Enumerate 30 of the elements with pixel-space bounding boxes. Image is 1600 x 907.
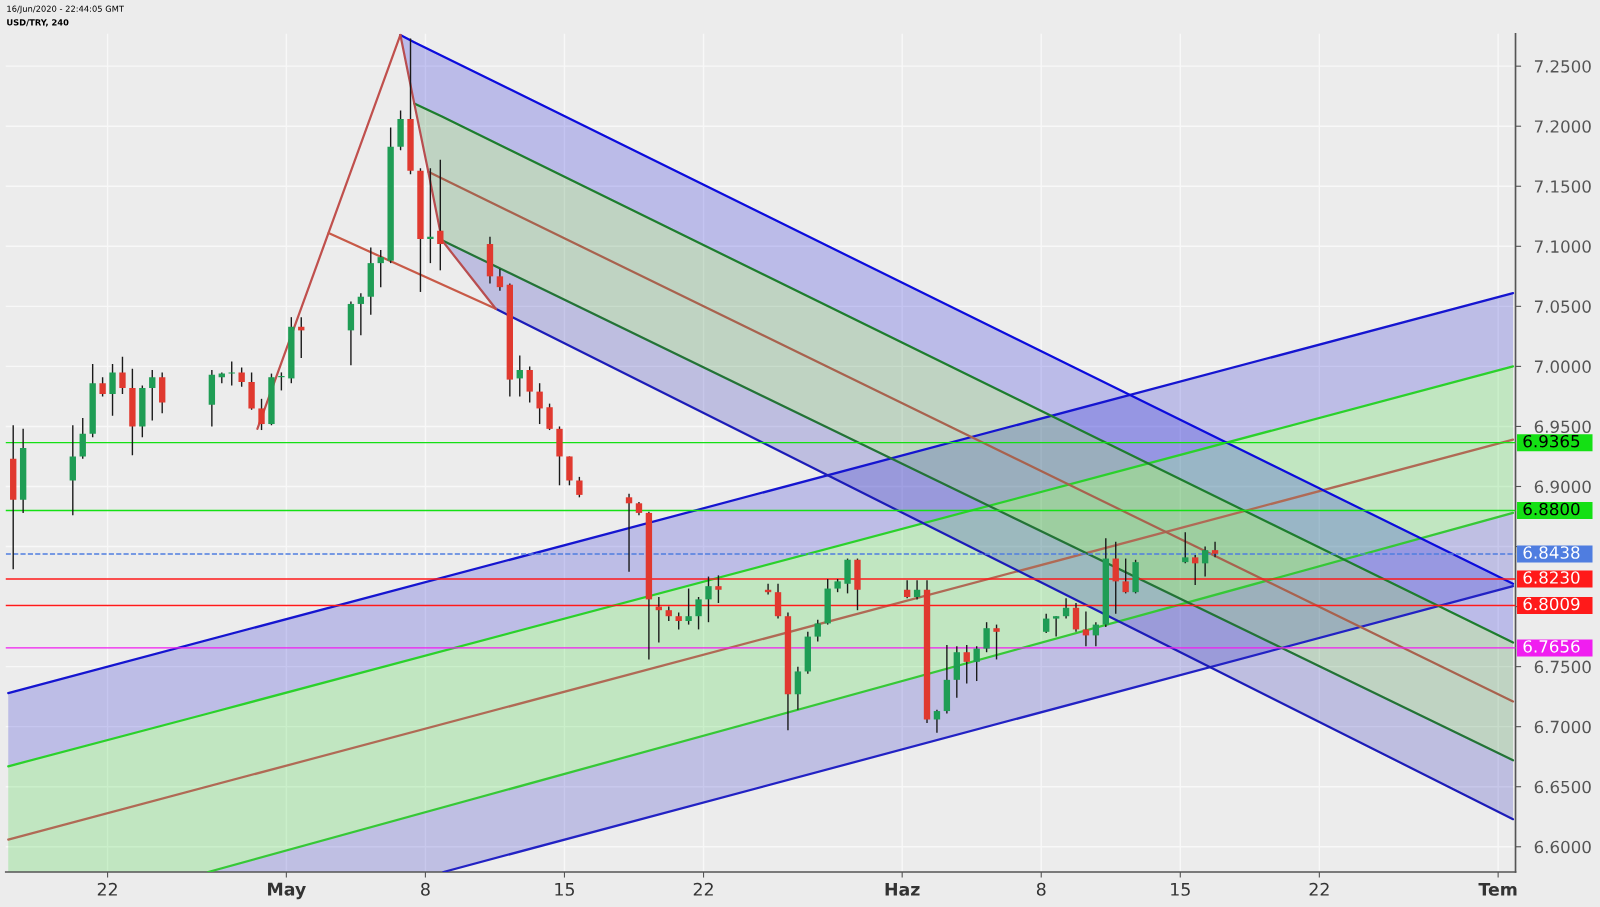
x-tick-label: 8 <box>421 882 430 896</box>
ref-line-label: 6.8800 <box>1523 502 1580 516</box>
y-tick-label: 6.6500 <box>1534 780 1591 794</box>
ref-line-label: 6.8438 <box>1523 546 1580 559</box>
x-tick-label: 15 <box>555 882 574 896</box>
y-tick-label: 7.1000 <box>1534 240 1591 253</box>
y-tick-label: 7.0000 <box>1534 360 1591 373</box>
x-tick-label: Tem <box>1478 882 1517 896</box>
y-tick-label: 6.9000 <box>1534 480 1591 494</box>
x-tick-label: 22 <box>97 882 117 896</box>
y-tick-label: 6.7000 <box>1534 720 1591 734</box>
ref-line-label: 6.7656 <box>1523 640 1580 653</box>
x-tick-label: 22 <box>693 882 713 896</box>
y-tick-label: 7.2000 <box>1534 120 1591 133</box>
chart-title: USD/TRY, 240 <box>7 19 69 27</box>
ref-line-label: 6.9365 <box>1523 434 1580 448</box>
x-tick-label: 22 <box>1309 882 1329 896</box>
y-tick-label: 6.9500 <box>1534 420 1591 434</box>
x-tick-label: May <box>268 882 306 900</box>
ref-line-label: 6.8009 <box>1523 597 1580 611</box>
x-tick-label: 15 <box>1171 882 1190 896</box>
y-tick-label: 7.1500 <box>1534 180 1591 193</box>
x-tick-label: 8 <box>1036 882 1046 896</box>
x-tick-label: Haz <box>885 882 920 896</box>
chart-subtitle: 16/Jun/2020 - 22:44:05 GMT <box>7 5 124 14</box>
y-tick-label: 6.6000 <box>1534 840 1591 854</box>
y-tick-label: 7.0500 <box>1534 300 1591 313</box>
y-tick-label: 6.7500 <box>1534 660 1591 674</box>
y-tick-label: 7.2500 <box>1534 60 1591 73</box>
ref-line-label: 6.8230 <box>1523 571 1580 584</box>
